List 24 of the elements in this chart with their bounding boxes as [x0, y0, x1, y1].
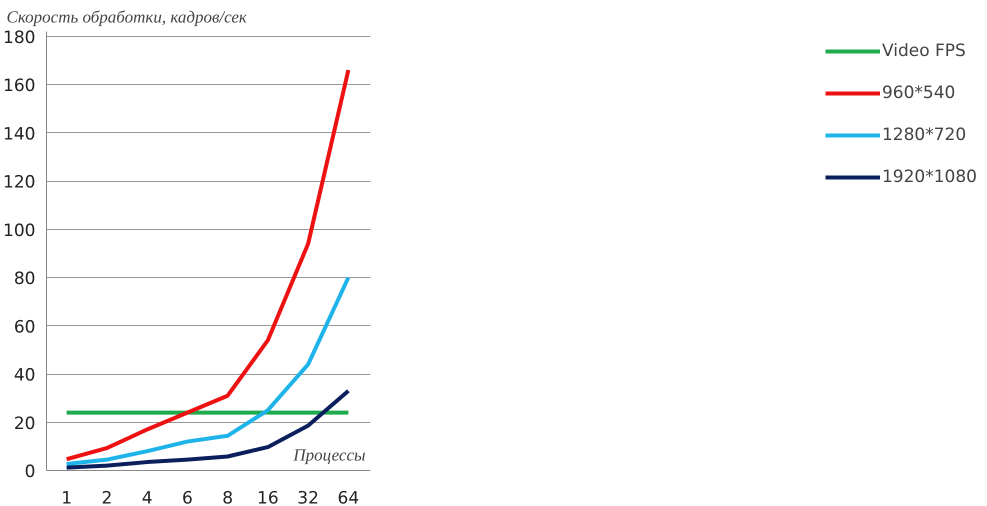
y-tick-label: 20 — [14, 414, 36, 434]
x-tick-label: 64 — [338, 488, 360, 506]
y-tick-label: 180 — [3, 28, 36, 48]
x-tick-label: 2 — [101, 488, 112, 506]
y-tick-label: 160 — [3, 76, 36, 96]
x-tick-label: 8 — [222, 488, 234, 506]
legend-label: 960*540 — [882, 83, 956, 103]
y-tick-label: 80 — [14, 269, 36, 290]
legend-label: 1920*1080 — [882, 167, 977, 187]
x-tick-label: 4 — [142, 488, 153, 506]
y-tick-label: 120 — [3, 172, 36, 193]
x-tick-label: 32 — [297, 488, 319, 506]
x-axis-title: Процессы — [292, 446, 366, 464]
y-tick-label: 0 — [24, 462, 36, 482]
y-tick-label: 40 — [14, 366, 36, 386]
legend-label: 1280*720 — [882, 125, 966, 145]
y-tick-label: 60 — [14, 317, 36, 338]
chart-title: Скорость обработки, кадров/сек — [6, 8, 248, 26]
x-tick-label: 1 — [61, 488, 72, 506]
y-tick-label: 140 — [3, 124, 36, 144]
x-tick-label: 16 — [257, 488, 279, 506]
x-tick-label: 6 — [182, 488, 193, 506]
legend-label: Video FPS — [882, 41, 966, 61]
y-tick-label: 100 — [3, 220, 36, 241]
